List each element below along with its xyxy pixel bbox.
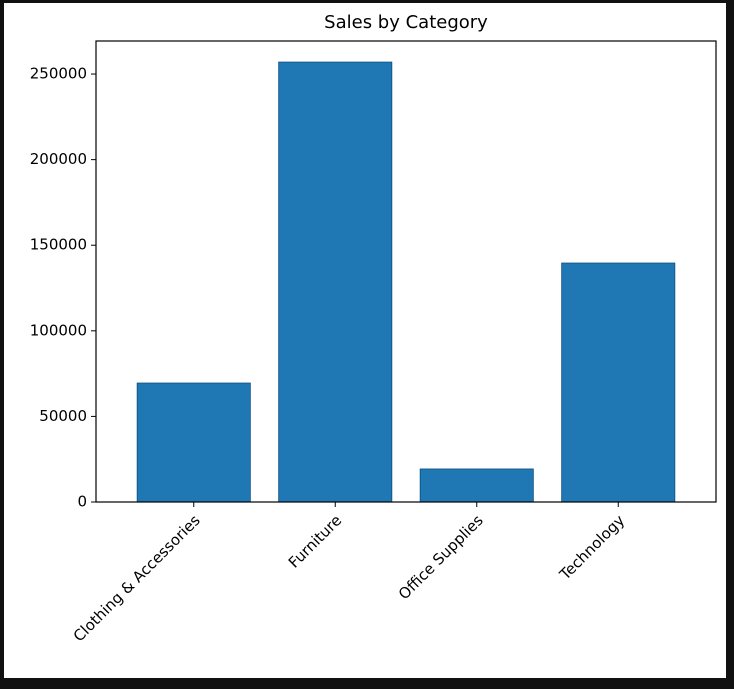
bar: [278, 61, 393, 503]
chart-title: Sales by Category: [324, 12, 488, 33]
plot-frame: [95, 40, 717, 503]
y-tick-label: 50000: [39, 407, 87, 425]
y-tick-label: 250000: [30, 65, 87, 83]
bar: [561, 262, 676, 503]
y-tick-label: 100000: [30, 321, 87, 339]
y-tick-label: 150000: [30, 236, 87, 254]
y-tick-label: 0: [77, 493, 87, 511]
y-tick-label: 200000: [30, 150, 87, 168]
bar: [136, 382, 251, 503]
bar: [419, 468, 534, 503]
